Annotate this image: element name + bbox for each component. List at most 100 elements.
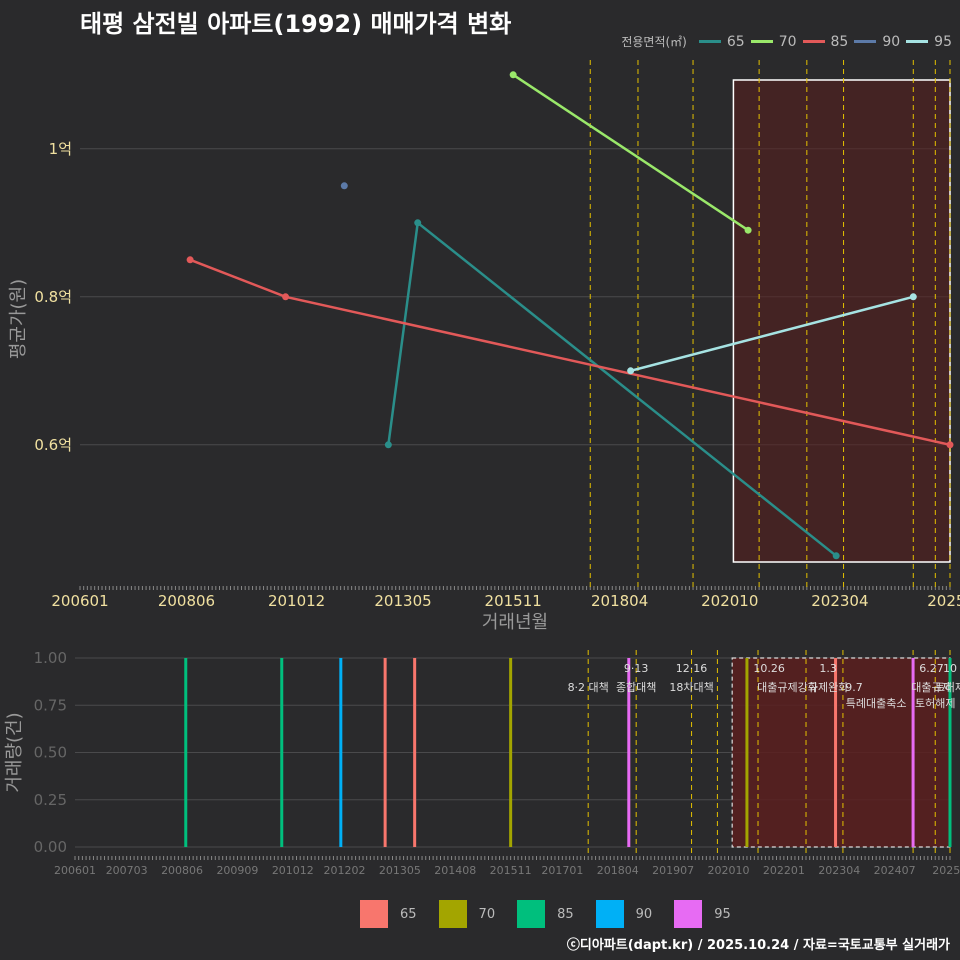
bar-legend-label: 85 xyxy=(557,906,574,922)
bar-legend-item: 65 xyxy=(360,900,417,928)
bar-legend-label: 90 xyxy=(635,906,653,922)
legend-item-90: 90 xyxy=(854,34,900,50)
legend-item-65: 65 xyxy=(698,33,745,50)
policy-annotation: 10 xyxy=(943,662,957,675)
bar-legend: 65 70 85 90 95 xyxy=(360,900,753,928)
x-tick-label: 201202 xyxy=(324,864,366,877)
x-tick-label: 201305 xyxy=(379,864,421,877)
series-70 xyxy=(509,71,752,234)
x-tick-label: 2025 xyxy=(927,592,960,610)
data-point xyxy=(909,293,917,301)
bar-legend-swatch xyxy=(674,900,703,928)
y-tick-label: 0.75 xyxy=(34,696,67,714)
x-tick-label: 201012 xyxy=(268,592,325,610)
chart-title: 태평 삼전빌 아파트(1992) 매매가격 변화 xyxy=(80,10,512,38)
series-90 xyxy=(340,182,348,190)
legend-label: 95 xyxy=(934,33,952,50)
legend-swatch xyxy=(802,40,825,43)
legend-label: 70 xyxy=(778,33,797,50)
volume-bar xyxy=(948,658,952,847)
volume-bar xyxy=(509,658,513,847)
source-credit: ⓒ디아파트(dapt.kr) / 2025.10.24 / 자료=국토교통부 실… xyxy=(566,938,950,953)
legend-label: 65 xyxy=(726,33,745,50)
data-point xyxy=(744,226,752,234)
x-tick-label: 2025 xyxy=(932,864,960,877)
x-tick-label: 201305 xyxy=(374,592,431,610)
bar-legend-item: 85 xyxy=(517,900,574,928)
policy-annotation: 1.3 xyxy=(819,662,837,675)
volume-bar xyxy=(339,658,343,847)
bar-legend-swatch xyxy=(595,900,624,928)
x-tick-label: 200601 xyxy=(51,592,108,610)
policy-annotation: 12·16 xyxy=(676,662,708,675)
data-point xyxy=(186,256,194,264)
data-point xyxy=(627,367,635,375)
policy-annotation: 규제완화 xyxy=(808,681,848,694)
legend-title: 전용면적(㎡) xyxy=(621,35,687,49)
series-line xyxy=(512,73,749,232)
volume-bar xyxy=(627,658,631,847)
legend-swatch xyxy=(750,40,773,43)
series-95 xyxy=(627,293,917,375)
x-tick-label: 201804 xyxy=(591,592,648,610)
bar-legend-item: 70 xyxy=(438,900,496,928)
series-65 xyxy=(384,219,840,560)
x-tick-label: 200601 xyxy=(54,864,96,877)
bar-legend-item: 90 xyxy=(595,900,653,928)
volume-bar xyxy=(413,658,417,847)
x-tick-label: 201511 xyxy=(485,592,542,610)
area-legend: 전용면적(㎡) 65 70 85 90 95 xyxy=(621,33,952,50)
x-tick-label: 202407 xyxy=(874,864,916,877)
policy-annotation: 특례대출축소 xyxy=(846,697,907,710)
x-tick-label: 201907 xyxy=(652,864,694,877)
policy-annotation: 10.26 xyxy=(753,662,785,675)
highlight-period xyxy=(732,79,951,563)
legend-item-85: 85 xyxy=(802,33,849,50)
policy-annotation: 18차대책 xyxy=(669,681,713,694)
legend-swatch xyxy=(906,40,929,43)
volume-bar xyxy=(745,658,749,847)
volume-bar xyxy=(834,658,838,847)
bar-legend-swatch xyxy=(360,900,388,928)
x-axis-label: 거래년월 xyxy=(482,612,548,633)
bar-legend-item: 95 xyxy=(674,900,731,928)
data-point xyxy=(282,293,290,301)
y-axis-label: 평균가(원) xyxy=(8,279,29,359)
policy-annotation: 6.27 xyxy=(919,662,944,675)
x-tick-label: 201804 xyxy=(597,864,639,877)
policy-annotation: 9·13 xyxy=(624,662,649,675)
x-tick-label: 202201 xyxy=(763,864,805,877)
data-point xyxy=(509,71,517,79)
volume-bar xyxy=(184,658,188,847)
y-tick-label: 0.25 xyxy=(34,791,67,809)
data-point xyxy=(946,441,954,449)
bar-legend-label: 70 xyxy=(478,906,496,922)
bar-legend-swatch xyxy=(438,900,467,928)
series-85 xyxy=(186,256,954,449)
x-tick-label: 200909 xyxy=(216,864,258,877)
data-point xyxy=(414,219,422,227)
series-line xyxy=(630,295,914,373)
legend-label: 85 xyxy=(830,33,849,50)
y-tick-label: 0.6억 xyxy=(34,436,72,454)
policy-annotation: 토허제 xyxy=(935,681,960,694)
bar-legend-swatch xyxy=(517,900,546,928)
x-tick-label: 200703 xyxy=(106,864,148,877)
x-tick-label: 200806 xyxy=(161,864,203,877)
x-tick-label: 200806 xyxy=(158,592,215,610)
y-tick-label: 0.50 xyxy=(34,744,67,762)
legend-label: 90 xyxy=(882,33,901,50)
volume-bar xyxy=(280,658,284,847)
bar-legend-label: 95 xyxy=(714,906,731,922)
legend-item-95: 95 xyxy=(906,34,952,50)
policy-annotation: 토허해제 xyxy=(915,696,955,710)
y-tick-label: 1억 xyxy=(49,140,72,158)
legend-swatch xyxy=(854,40,877,43)
legend-item-70: 70 xyxy=(750,33,797,50)
y-tick-label: 1.00 xyxy=(34,649,67,667)
volume-bar xyxy=(383,658,387,847)
y-tick-label: 0.00 xyxy=(34,838,67,856)
x-tick-label: 201408 xyxy=(434,864,476,877)
x-tick-label: 201701 xyxy=(541,864,583,877)
